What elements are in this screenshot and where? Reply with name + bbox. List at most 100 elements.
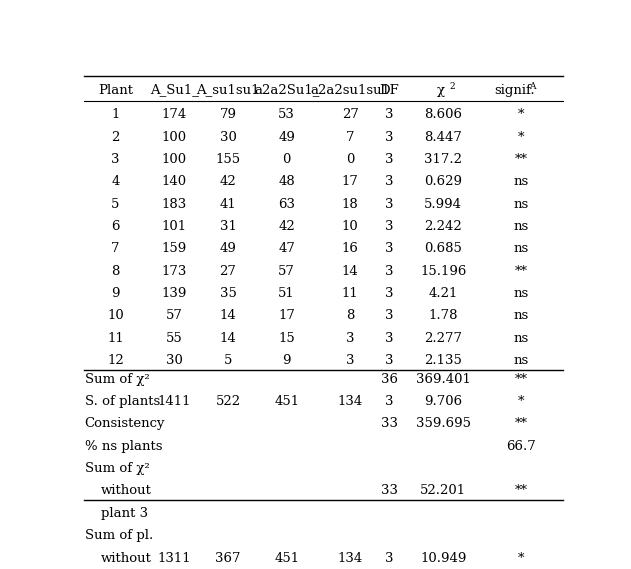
Text: 1: 1 [111,108,120,121]
Text: 369.401: 369.401 [416,373,471,386]
Text: 451: 451 [274,551,299,564]
Text: 3: 3 [385,354,394,367]
Text: 7: 7 [111,242,120,255]
Text: 16: 16 [342,242,358,255]
Text: % ns plants: % ns plants [85,440,162,453]
Text: **: ** [515,418,528,430]
Text: 134: 134 [338,395,363,408]
Text: 100: 100 [162,153,187,166]
Text: 31: 31 [220,220,237,233]
Text: 159: 159 [162,242,187,255]
Text: 33: 33 [381,484,398,497]
Text: 3: 3 [385,242,394,255]
Text: ns: ns [514,242,529,255]
Text: 8: 8 [111,265,120,278]
Text: 2.242: 2.242 [424,220,462,233]
Text: 7: 7 [346,130,355,143]
Text: plant 3: plant 3 [101,507,148,520]
Text: 367: 367 [215,551,241,564]
Text: without: without [101,484,152,497]
Text: 66.7: 66.7 [507,440,536,453]
Text: 2: 2 [449,83,455,91]
Text: 12: 12 [107,354,124,367]
Text: 9.706: 9.706 [424,395,463,408]
Text: 42: 42 [278,220,295,233]
Text: 11: 11 [342,287,358,300]
Text: A_su1su1: A_su1su1 [196,84,260,97]
Text: 522: 522 [215,395,240,408]
Text: 174: 174 [162,108,187,121]
Text: 3: 3 [385,197,394,211]
Text: 52.201: 52.201 [420,484,466,497]
Text: 155: 155 [215,153,240,166]
Text: ns: ns [514,310,529,322]
Text: a2a2su1su1: a2a2su1su1 [310,84,391,97]
Text: 3: 3 [111,153,120,166]
Text: 183: 183 [162,197,187,211]
Text: 27: 27 [220,265,237,278]
Text: 6: 6 [111,220,120,233]
Text: DF: DF [379,84,399,97]
Text: 3: 3 [385,395,394,408]
Text: 3: 3 [385,310,394,322]
Text: 3: 3 [385,220,394,233]
Text: 5: 5 [224,354,232,367]
Text: 41: 41 [220,197,237,211]
Text: ns: ns [514,175,529,188]
Text: 0: 0 [283,153,291,166]
Text: 140: 140 [162,175,187,188]
Text: 10: 10 [107,310,124,322]
Text: 42: 42 [220,175,237,188]
Text: Sum of pl.: Sum of pl. [85,529,153,542]
Text: 0: 0 [346,153,355,166]
Text: 3: 3 [385,551,394,564]
Text: 30: 30 [166,354,182,367]
Text: 4: 4 [111,175,120,188]
Text: 36: 36 [381,373,398,386]
Text: *: * [518,108,525,121]
Text: 51: 51 [278,287,295,300]
Text: 17: 17 [342,175,358,188]
Text: 3: 3 [346,332,355,345]
Text: 49: 49 [220,242,237,255]
Text: 1411: 1411 [158,395,191,408]
Text: 48: 48 [278,175,295,188]
Text: 10.949: 10.949 [420,551,466,564]
Text: 3: 3 [385,130,394,143]
Text: 4.21: 4.21 [428,287,458,300]
Text: 0.685: 0.685 [424,242,462,255]
Text: 55: 55 [166,332,182,345]
Text: ns: ns [514,220,529,233]
Text: 317.2: 317.2 [424,153,462,166]
Text: 1311: 1311 [157,551,191,564]
Text: ns: ns [514,354,529,367]
Text: 3: 3 [385,287,394,300]
Text: 139: 139 [162,287,187,300]
Text: Consistency: Consistency [85,418,165,430]
Text: 173: 173 [162,265,187,278]
Text: 2.135: 2.135 [424,354,462,367]
Text: 18: 18 [342,197,358,211]
Text: 3: 3 [346,354,355,367]
Text: 9: 9 [283,354,291,367]
Text: 3: 3 [385,265,394,278]
Text: *: * [518,395,525,408]
Text: 14: 14 [220,310,237,322]
Text: *: * [518,130,525,143]
Text: 11: 11 [107,332,124,345]
Text: 359.695: 359.695 [416,418,471,430]
Text: A: A [529,83,536,91]
Text: S. of plants: S. of plants [85,395,160,408]
Text: **: ** [515,373,528,386]
Text: 5: 5 [111,197,120,211]
Text: 27: 27 [342,108,358,121]
Text: Sum of χ²: Sum of χ² [85,373,150,386]
Text: 100: 100 [162,130,187,143]
Text: 3: 3 [385,108,394,121]
Text: Sum of χ²: Sum of χ² [85,462,150,475]
Text: 14: 14 [342,265,358,278]
Text: 57: 57 [278,265,295,278]
Text: 451: 451 [274,395,299,408]
Text: 101: 101 [162,220,187,233]
Text: 14: 14 [220,332,237,345]
